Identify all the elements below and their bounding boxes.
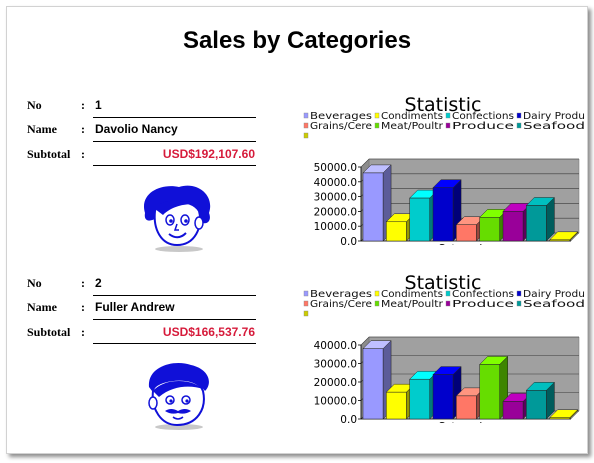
y-tick-label: 10000.0 — [314, 396, 357, 408]
legend-label: Produce — [452, 299, 514, 310]
y-tick-label: 20000.0 — [314, 206, 357, 218]
legend-swatch — [445, 300, 451, 307]
legend-swatch — [303, 132, 309, 139]
legend-swatch — [516, 122, 522, 129]
woman-face-icon — [143, 185, 211, 252]
y-tick-label: 40000.0 — [314, 340, 357, 352]
employee-record: No : 1 Name : Davolio Nancy Subtotal : U… — [7, 95, 587, 285]
legend-swatch — [516, 290, 522, 297]
y-tick-label: 10000.0 — [314, 221, 357, 233]
legend-label: Meat/Poultr — [381, 121, 443, 132]
no-underline — [93, 295, 256, 296]
subtotal-value: USD$166,537.76 — [162, 325, 255, 339]
legend-swatch — [303, 290, 309, 297]
name-value: Fuller Andrew — [95, 300, 175, 314]
legend-label: Meat/Poultr — [381, 299, 443, 310]
legend-label: Condiments — [381, 289, 443, 300]
subtotal-underline — [93, 343, 256, 344]
y-tick-label: 30000.0 — [314, 359, 357, 371]
legend-label: Confections — [452, 289, 514, 300]
name-colon: : — [81, 122, 85, 136]
legend-label: Dairy Produ — [523, 289, 585, 300]
report-page: Sales by Categories No : 1 Name : Davoli… — [6, 6, 588, 454]
x-axis-label: Categories — [438, 421, 495, 423]
name-label: Name — [27, 300, 57, 314]
subtotal-label: Subtotal — [27, 147, 71, 161]
legend-label: Condiments — [381, 111, 443, 122]
legend-swatch — [374, 112, 380, 119]
legend-label: Seafood — [523, 121, 585, 132]
chart-title: Statistic — [405, 273, 482, 294]
report-title: Sales by Categories — [182, 27, 412, 54]
grid-line — [360, 158, 579, 168]
legend-swatch — [303, 122, 309, 129]
no-colon: : — [81, 98, 85, 112]
legend-swatch — [445, 112, 451, 119]
subtotal-underline — [93, 165, 256, 166]
chart-bar — [549, 231, 579, 242]
no-value: 1 — [95, 98, 102, 112]
y-tick-label: 50000.0 — [314, 162, 357, 174]
legend-label: Grains/Cere — [310, 121, 372, 132]
legend-label: Beverages — [310, 111, 372, 122]
legend-label: Grains/Cere — [310, 299, 372, 310]
legend-swatch — [374, 290, 380, 297]
chart-bar — [525, 381, 556, 420]
legend-swatch — [303, 112, 309, 119]
legend-label: Produce — [452, 121, 514, 132]
legend-swatch — [303, 300, 309, 307]
no-colon: : — [81, 276, 85, 290]
y-tick-label: 40000.0 — [314, 177, 357, 189]
y-tick-label: 0.0 — [340, 236, 357, 245]
employee-record: No : 2 Name : Fuller Andrew Subtotal : U… — [7, 273, 587, 463]
chart-bar — [525, 196, 556, 242]
no-value: 2 — [95, 276, 102, 290]
chart-title: Statistic — [405, 95, 482, 116]
legend-swatch — [516, 300, 522, 307]
no-label: No — [27, 98, 42, 112]
y-tick-label: 30000.0 — [314, 192, 357, 204]
no-label: No — [27, 276, 42, 290]
subtotal-label: Subtotal — [27, 325, 71, 339]
chart-bar — [549, 409, 579, 420]
name-label: Name — [27, 122, 57, 136]
subtotal-colon: : — [81, 325, 85, 339]
y-tick-label: 0.0 — [340, 414, 357, 423]
man-face-icon — [148, 363, 209, 430]
grid-line — [360, 336, 579, 346]
name-underline — [93, 141, 256, 142]
sales-chart: Statistic Beverages Condiments Confections D… — [303, 273, 585, 423]
subtotal-colon: : — [81, 147, 85, 161]
legend-label: Dairy Produ — [523, 111, 585, 122]
legend-label: Beverages — [310, 289, 372, 300]
legend-label: Confections — [452, 111, 514, 122]
subtotal-value: USD$192,107.60 — [162, 147, 255, 161]
legend-swatch — [374, 122, 380, 129]
legend-swatch — [516, 112, 522, 119]
name-colon: : — [81, 300, 85, 314]
legend-swatch — [303, 310, 309, 317]
name-value: Davolio Nancy — [95, 122, 178, 136]
legend-label: Seafood — [523, 299, 585, 310]
name-underline — [93, 319, 256, 320]
legend-swatch — [445, 290, 451, 297]
y-tick-label: 20000.0 — [314, 377, 357, 389]
x-axis-label: Categories — [438, 243, 495, 245]
legend-swatch — [445, 122, 451, 129]
legend-swatch — [374, 300, 380, 307]
sales-chart: Statistic Beverages Condiments Confections D… — [303, 95, 585, 245]
no-underline — [93, 117, 256, 118]
